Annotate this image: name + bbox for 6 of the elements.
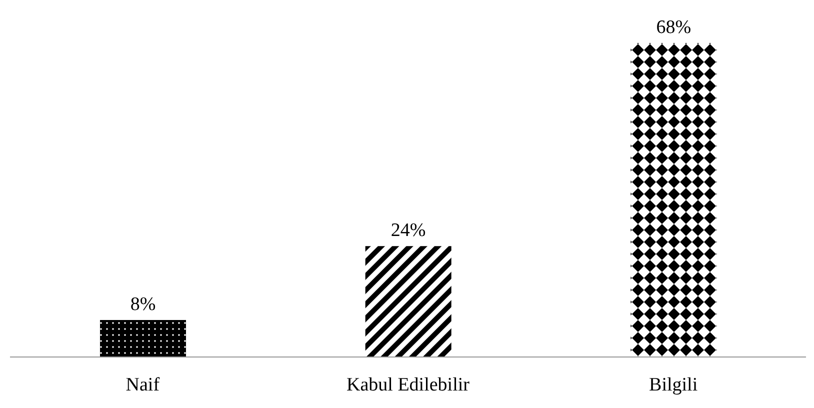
data-label: 68%	[656, 17, 692, 38]
x-tick-label: Kabul Edilebilir	[346, 374, 470, 396]
x-tick-label: Naif	[126, 374, 160, 396]
x-tick-label: Bilgili	[649, 374, 698, 396]
data-label: 24%	[390, 220, 426, 242]
data-label: 8%	[130, 294, 156, 316]
